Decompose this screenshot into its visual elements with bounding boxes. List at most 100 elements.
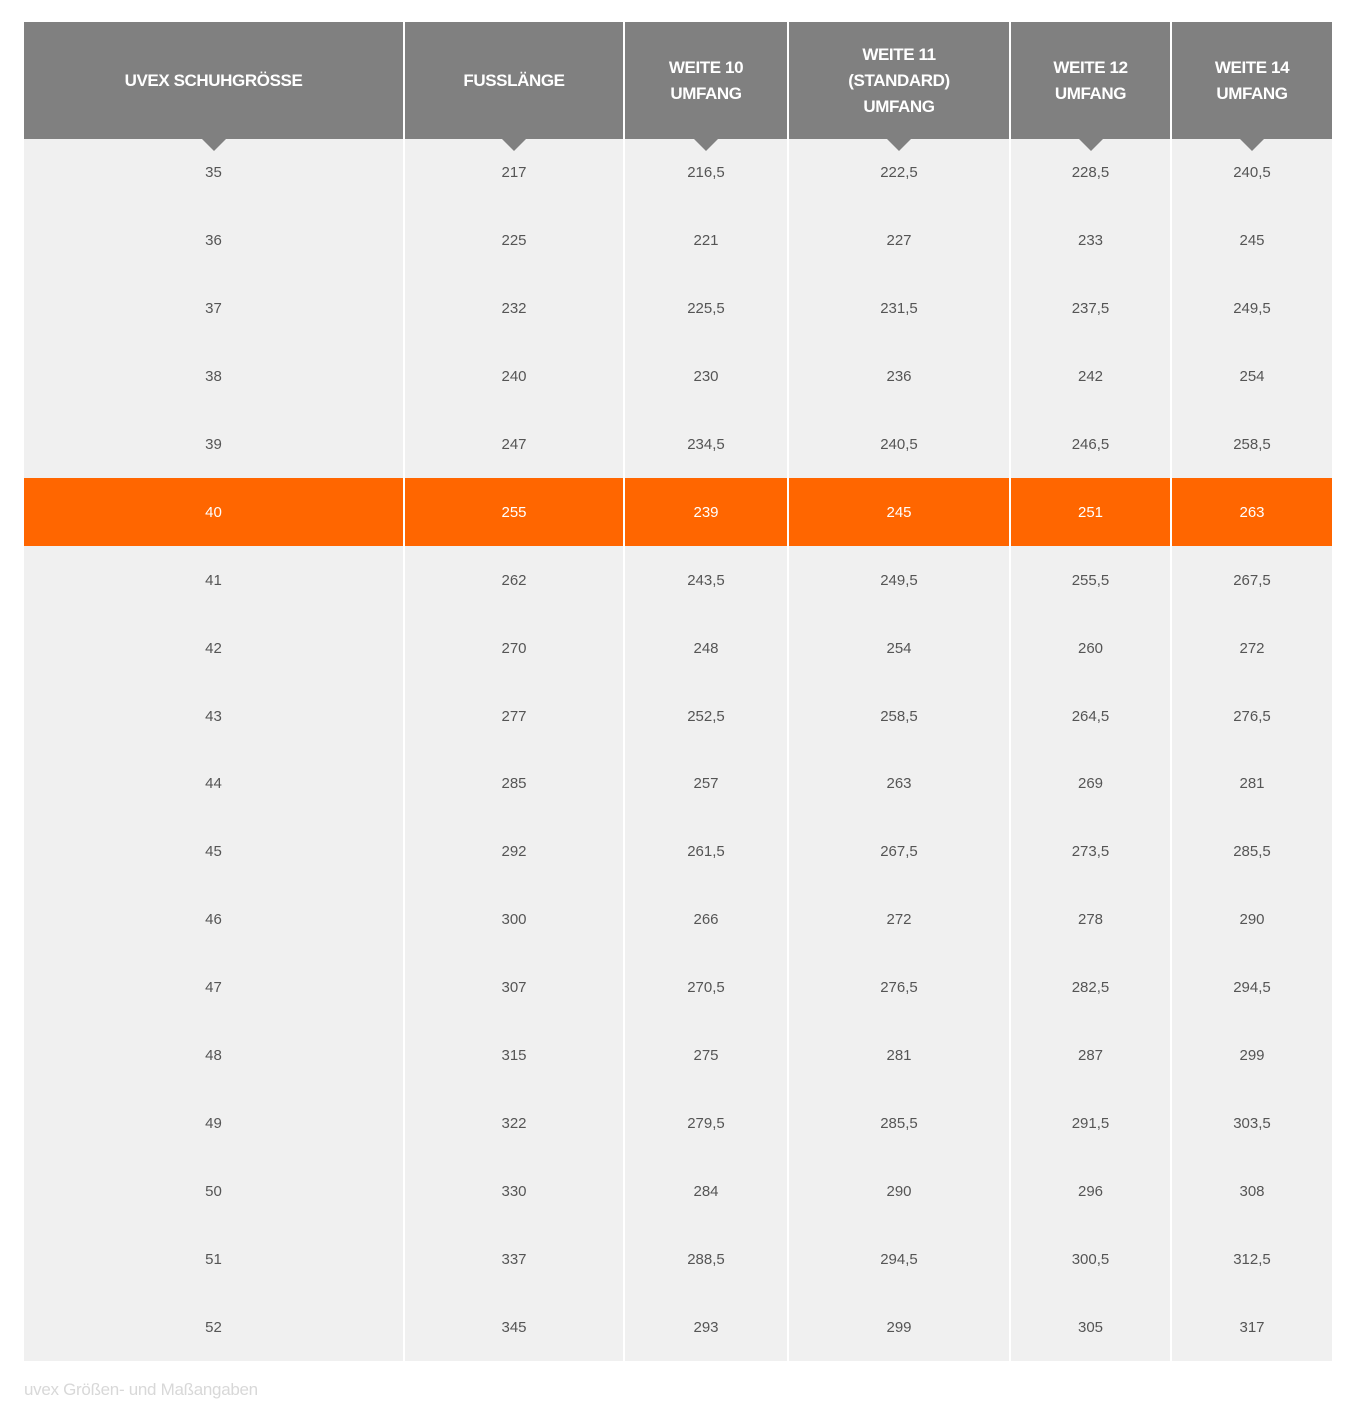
table-cell: 345 <box>404 1293 625 1362</box>
table-cell: 272 <box>788 885 1011 954</box>
table-cell: 281 <box>788 1021 1011 1090</box>
table-cell: 251 <box>1010 478 1172 547</box>
table-cell: 294,5 <box>1171 953 1332 1022</box>
table-cell: 276,5 <box>1171 682 1332 751</box>
table-cell: 272 <box>1171 614 1332 683</box>
table-cell: 270,5 <box>624 953 789 1022</box>
table-cell: 37 <box>24 274 405 343</box>
table-cell: 266 <box>624 885 789 954</box>
table-cell: 308 <box>1171 1157 1332 1226</box>
header-row: UVEX SCHUHGRÖSSE FUSSLÄNGE WEITE 10 UMFANG… <box>24 22 1332 151</box>
table-cell: 258,5 <box>1171 410 1332 479</box>
table-cell: 46 <box>24 885 405 954</box>
table-cell: 260 <box>1010 614 1172 683</box>
table-cell: 225 <box>404 206 625 275</box>
table-cell: 337 <box>404 1225 625 1294</box>
table-cell: 247 <box>404 410 625 479</box>
table-cell: 292 <box>404 817 625 886</box>
table-cell: 257 <box>624 750 789 818</box>
table-cell: 221 <box>624 206 789 275</box>
table-row: 42 270 248 254 260 272 <box>24 614 1332 683</box>
table-row: 47 307 270,5 276,5 282,5 294,5 <box>24 953 1332 1022</box>
table-cell: 264,5 <box>1010 682 1172 751</box>
column-header: UVEX SCHUHGRÖSSE <box>24 22 405 151</box>
table-cell: 234,5 <box>624 410 789 479</box>
table-cell: 275 <box>624 1021 789 1090</box>
table-row-highlighted: 40 255 239 245 251 263 <box>24 478 1332 547</box>
table-cell: 284 <box>624 1157 789 1226</box>
table-cell: 267,5 <box>1171 546 1332 615</box>
table-cell: 285,5 <box>788 1089 1011 1158</box>
table-cell: 293 <box>624 1293 789 1362</box>
table-row: 49 322 279,5 285,5 291,5 303,5 <box>24 1089 1332 1158</box>
table-cell: 277 <box>404 682 625 751</box>
column-header: WEITE 12 UMFANG <box>1010 22 1172 151</box>
table-cell: 245 <box>1171 206 1332 275</box>
table-row: 52 345 293 299 305 317 <box>24 1293 1332 1362</box>
table-caption: uvex Größen- und Maßangaben <box>24 1380 258 1399</box>
column-header: FUSSLÄNGE <box>404 22 625 151</box>
table-cell: 300 <box>404 885 625 954</box>
table-cell: 299 <box>1171 1021 1332 1090</box>
table-cell: 290 <box>788 1157 1011 1226</box>
table-cell: 36 <box>24 206 405 275</box>
table-cell: 255,5 <box>1010 546 1172 615</box>
table-cell: 281 <box>1171 750 1332 818</box>
table-cell: 282,5 <box>1010 953 1172 1022</box>
table-row: 48 315 275 281 287 299 <box>24 1021 1332 1090</box>
table-cell: 303,5 <box>1171 1089 1332 1158</box>
table-cell: 287 <box>1010 1021 1172 1090</box>
table-cell: 236 <box>788 342 1011 411</box>
table-cell: 252,5 <box>624 682 789 751</box>
table-cell: 246,5 <box>1010 410 1172 479</box>
table-cell: 307 <box>404 953 625 1022</box>
table-cell: 52 <box>24 1293 405 1362</box>
table-cell: 315 <box>404 1021 625 1090</box>
table-cell: 261,5 <box>624 817 789 886</box>
table-cell: 51 <box>24 1225 405 1294</box>
table-row: 50 330 284 290 296 308 <box>24 1157 1332 1226</box>
table-cell: 267,5 <box>788 817 1011 886</box>
table-row: 37 232 225,5 231,5 237,5 249,5 <box>24 274 1332 343</box>
table-cell: 276,5 <box>788 953 1011 1022</box>
column-header: WEITE 11 (STANDARD) UMFANG <box>788 22 1011 151</box>
table-row: 39 247 234,5 240,5 246,5 258,5 <box>24 410 1332 479</box>
table-cell: 270 <box>404 614 625 683</box>
table-cell: 216,5 <box>624 139 789 207</box>
table-cell: 47 <box>24 953 405 1022</box>
table-row: 36 225 221 227 233 245 <box>24 206 1332 275</box>
table-cell: 227 <box>788 206 1011 275</box>
table-cell: 225,5 <box>624 274 789 343</box>
table-cell: 299 <box>788 1293 1011 1362</box>
table-cell: 249,5 <box>788 546 1011 615</box>
table-cell: 45 <box>24 817 405 886</box>
table-cell: 317 <box>1171 1293 1332 1362</box>
table-cell: 273,5 <box>1010 817 1172 886</box>
table-cell: 269 <box>1010 750 1172 818</box>
table-cell: 231,5 <box>788 274 1011 343</box>
table-cell: 263 <box>788 750 1011 818</box>
table-cell: 237,5 <box>1010 274 1172 343</box>
table-cell: 296 <box>1010 1157 1172 1226</box>
table-row: 44 285 257 263 269 281 <box>24 750 1332 818</box>
table-cell: 38 <box>24 342 405 411</box>
table-cell: 263 <box>1171 478 1332 547</box>
table-row: 41 262 243,5 249,5 255,5 267,5 <box>24 546 1332 615</box>
table-cell: 262 <box>404 546 625 615</box>
column-header: WEITE 14 UMFANG <box>1171 22 1332 151</box>
table-cell: 288,5 <box>624 1225 789 1294</box>
table-cell: 44 <box>24 750 405 818</box>
table-row: 46 300 266 272 278 290 <box>24 885 1332 954</box>
table-cell: 245 <box>788 478 1011 547</box>
table-cell: 242 <box>1010 342 1172 411</box>
table-cell: 312,5 <box>1171 1225 1332 1294</box>
table-cell: 254 <box>1171 342 1332 411</box>
table-cell: 50 <box>24 1157 405 1226</box>
table-cell: 40 <box>24 478 405 547</box>
table-cell: 233 <box>1010 206 1172 275</box>
table-row: 38 240 230 236 242 254 <box>24 342 1332 411</box>
table-cell: 294,5 <box>788 1225 1011 1294</box>
table-cell: 279,5 <box>624 1089 789 1158</box>
table-cell: 240 <box>404 342 625 411</box>
table-cell: 240,5 <box>788 410 1011 479</box>
